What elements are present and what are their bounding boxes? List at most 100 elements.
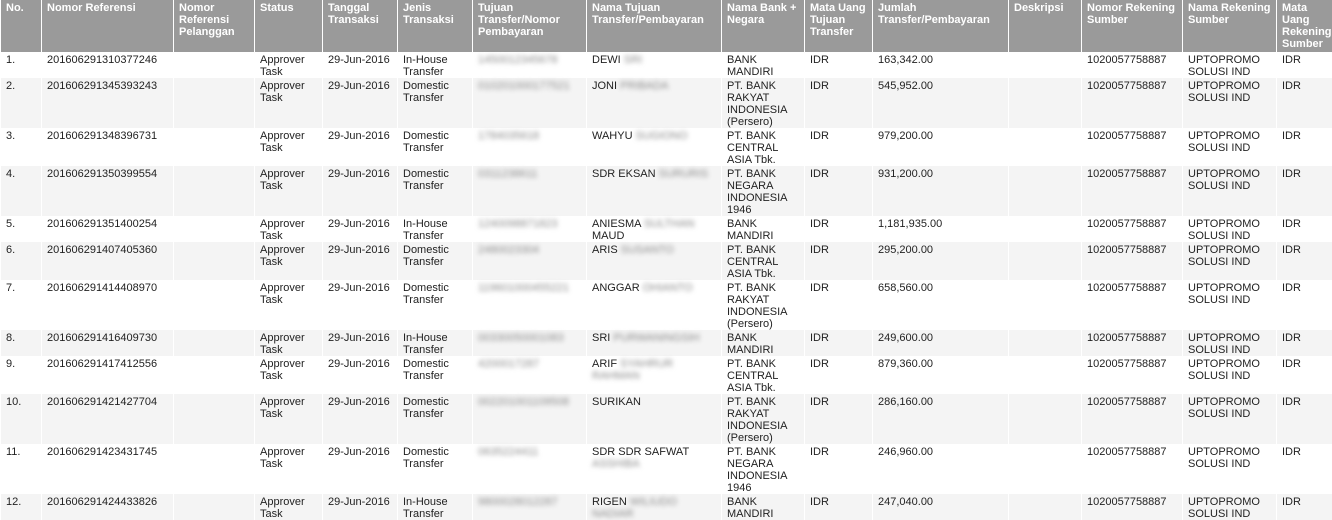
cell-type: Domestic Transfer bbox=[398, 78, 472, 128]
cell-dest-name: SURIKAN bbox=[587, 394, 721, 444]
cell-cust-ref bbox=[174, 394, 254, 444]
cell-dest-name: ARIF SYAHRUR RAHMAN bbox=[587, 356, 721, 394]
column-header-desc[interactable]: Deskripsi bbox=[1009, 0, 1081, 52]
cell-src-cur: IDR bbox=[1277, 494, 1332, 520]
column-header-dest-name[interactable]: Nama Tujuan Transfer/Pembayaran bbox=[587, 0, 721, 52]
column-header-ref[interactable]: Nomor Referensi bbox=[42, 0, 173, 52]
table-row[interactable]: 6. 201606291407405360 Approver Task 29-Jun-… bbox=[1, 242, 1332, 280]
table-row[interactable]: 5. 201606291351400254 Approver Task 29-Jun-… bbox=[1, 216, 1332, 242]
cell-type: In-House Transfer bbox=[398, 216, 472, 242]
cell-no: 10. bbox=[1, 394, 41, 444]
cell-src-cur: IDR bbox=[1277, 444, 1332, 494]
recipient-name: SDR SDR SAFWAT bbox=[592, 446, 689, 458]
cell-bank: PT. BANK NEGARA INDONESIA 1946 bbox=[722, 444, 804, 494]
cell-dest: 1240098871823 bbox=[473, 216, 586, 242]
cell-desc bbox=[1009, 280, 1081, 330]
cell-src-name: UPTOPROMO SOLUSI IND bbox=[1183, 166, 1276, 216]
cell-dest-name: DEWI SRI bbox=[587, 52, 721, 78]
cell-status: Approver Task bbox=[255, 280, 322, 330]
cell-dest: 0311238611 bbox=[473, 166, 586, 216]
column-header-status[interactable]: Status bbox=[255, 0, 322, 52]
cell-date: 29-Jun-2016 bbox=[323, 494, 397, 520]
cell-src-name: UPTOPROMO SOLUSI IND bbox=[1183, 280, 1276, 330]
cell-bank: BANK MANDIRI bbox=[722, 52, 804, 78]
cell-src-name: UPTOPROMO SOLUSI IND bbox=[1183, 78, 1276, 128]
cell-amount: 247,040.00 bbox=[873, 494, 1008, 520]
masked-recipient-name: ASSHIBA bbox=[592, 458, 640, 470]
recipient-name: DEWI bbox=[592, 54, 621, 66]
cell-type: Domestic Transfer bbox=[398, 128, 472, 166]
table-row[interactable]: 12. 201606291424433826 Approver Task 29-Jun… bbox=[1, 494, 1332, 520]
cell-bank: PT. BANK CENTRAL ASIA Tbk. bbox=[722, 242, 804, 280]
cell-ref: 201606291424433826 bbox=[42, 494, 173, 520]
cell-status: Approver Task bbox=[255, 242, 322, 280]
column-header-bank[interactable]: Nama Bank + Negara bbox=[722, 0, 804, 52]
recipient-name: SURIKAN bbox=[592, 396, 641, 408]
cell-type: In-House Transfer bbox=[398, 330, 472, 356]
column-header-date[interactable]: Tanggal Transaksi bbox=[323, 0, 397, 52]
cell-src-cur: IDR bbox=[1277, 216, 1332, 242]
column-header-src-acc[interactable]: Nomor Rekening Sumber bbox=[1082, 0, 1182, 52]
cell-cust-ref bbox=[174, 128, 254, 166]
cell-bank: BANK MANDIRI bbox=[722, 330, 804, 356]
column-header-amount[interactable]: Jumlah Transfer/Pembayaran bbox=[873, 0, 1008, 52]
column-header-src-name[interactable]: Nama Rekening Sumber bbox=[1183, 0, 1276, 52]
cell-src-acc: 1020057758887 bbox=[1082, 52, 1182, 78]
cell-date: 29-Jun-2016 bbox=[323, 394, 397, 444]
cell-status: Approver Task bbox=[255, 166, 322, 216]
table-row[interactable]: 1. 201606291310377246 Approver Task 29-Jun-… bbox=[1, 52, 1332, 78]
cell-cust-ref bbox=[174, 52, 254, 78]
cell-cur: IDR bbox=[805, 166, 872, 216]
cell-date: 29-Jun-2016 bbox=[323, 356, 397, 394]
table-row[interactable]: 10. 201606291421427704 Approver Task 29-Jun… bbox=[1, 394, 1332, 444]
cell-amount: 1,181,935.00 bbox=[873, 216, 1008, 242]
cell-src-cur: IDR bbox=[1277, 356, 1332, 394]
column-header-cur[interactable]: Mata Uang Tujuan Transfer bbox=[805, 0, 872, 52]
cell-amount: 658,560.00 bbox=[873, 280, 1008, 330]
cell-src-cur: IDR bbox=[1277, 394, 1332, 444]
recipient-name: JONI bbox=[592, 80, 618, 92]
cell-bank: PT. BANK CENTRAL ASIA Tbk. bbox=[722, 128, 804, 166]
masked-account-number: 119601000455221 bbox=[478, 282, 569, 294]
cell-src-name: UPTOPROMO SOLUSI IND bbox=[1183, 52, 1276, 78]
cell-dest-name: ANIESMA SULTHAN MAUD bbox=[587, 216, 721, 242]
cell-src-name: UPTOPROMO SOLUSI IND bbox=[1183, 242, 1276, 280]
column-header-cust-ref[interactable]: Nomor Referensi Pelanggan bbox=[174, 0, 254, 52]
table-row[interactable]: 3. 201606291348396731 Approver Task 29-Jun-… bbox=[1, 128, 1332, 166]
cell-dest: 1784035618 bbox=[473, 128, 586, 166]
table-row[interactable]: 2. 201606291345393243 Approver Task 29-Jun-… bbox=[1, 78, 1332, 128]
cell-cust-ref bbox=[174, 216, 254, 242]
cell-no: 9. bbox=[1, 356, 41, 394]
masked-account-number: 4200017287 bbox=[478, 358, 540, 370]
table-row[interactable]: 4. 201606291350399554 Approver Task 29-Jun-… bbox=[1, 166, 1332, 216]
cell-dest: 4200017287 bbox=[473, 356, 586, 394]
cell-type: Domestic Transfer bbox=[398, 166, 472, 216]
table-row[interactable]: 9. 201606291417412556 Approver Task 29-Jun-… bbox=[1, 356, 1332, 394]
cell-cur: IDR bbox=[805, 356, 872, 394]
table-header: No. Nomor Referensi Nomor Referensi Pelang… bbox=[1, 0, 1332, 52]
cell-no: 6. bbox=[1, 242, 41, 280]
cell-dest-name: SDR EKSAN SURURIS bbox=[587, 166, 721, 216]
table-row[interactable]: 11. 201606291423431745 Approver Task 29-Jun… bbox=[1, 444, 1332, 494]
cell-cur: IDR bbox=[805, 330, 872, 356]
masked-recipient-name: SRI bbox=[623, 54, 643, 66]
cell-ref: 201606291414408970 bbox=[42, 280, 173, 330]
cell-desc bbox=[1009, 330, 1081, 356]
cell-date: 29-Jun-2016 bbox=[323, 52, 397, 78]
recipient-name: RIGEN bbox=[592, 496, 627, 508]
column-header-no[interactable]: No. bbox=[1, 0, 41, 52]
cell-desc bbox=[1009, 128, 1081, 166]
column-header-type[interactable]: Jenis Transaksi bbox=[398, 0, 472, 52]
column-header-src-cur[interactable]: Mata Uang Rekening Sumber bbox=[1277, 0, 1332, 52]
cell-cust-ref bbox=[174, 356, 254, 394]
table-row[interactable]: 7. 201606291414408970 Approver Task 29-Jun-… bbox=[1, 280, 1332, 330]
cell-src-acc: 1020057758887 bbox=[1082, 280, 1182, 330]
cell-dest: 0635224411 bbox=[473, 444, 586, 494]
cell-src-acc: 1020057758887 bbox=[1082, 356, 1182, 394]
column-header-dest[interactable]: Tujuan Transfer/Nomor Pembayaran bbox=[473, 0, 586, 52]
cell-status: Approver Task bbox=[255, 394, 322, 444]
cell-src-cur: IDR bbox=[1277, 280, 1332, 330]
table-row[interactable]: 8. 201606291416409730 Approver Task 29-Jun-… bbox=[1, 330, 1332, 356]
cell-cur: IDR bbox=[805, 128, 872, 166]
